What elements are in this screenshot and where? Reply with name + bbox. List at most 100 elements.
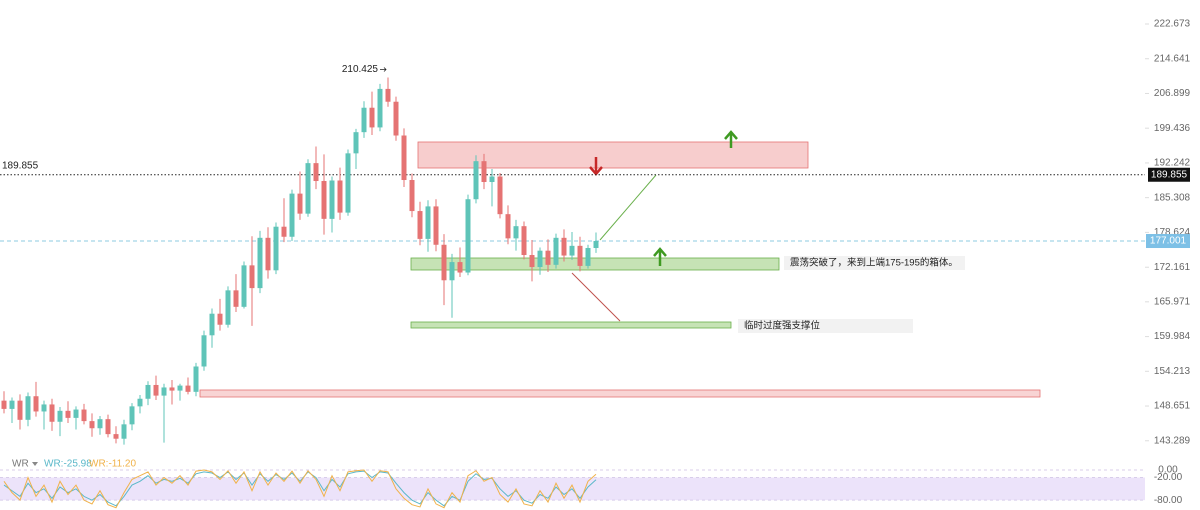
candle-body	[97, 419, 103, 429]
indicator-line	[3, 469, 597, 509]
candle-body	[153, 384, 159, 396]
candle-body	[1, 400, 7, 409]
candle-body	[577, 245, 583, 266]
candle-body	[425, 206, 431, 239]
candle-body	[393, 101, 399, 136]
candle-body	[257, 237, 263, 289]
candle-body	[417, 211, 423, 239]
candle-body	[329, 180, 335, 219]
annotation-bg	[784, 256, 965, 270]
candle-body	[313, 163, 319, 182]
candle-body	[593, 241, 599, 248]
candle-body	[201, 335, 207, 367]
candle-body	[297, 193, 303, 214]
trend-line	[599, 174, 657, 241]
annotation: 临时过度强支撑位	[744, 320, 821, 332]
candle-body	[457, 262, 463, 273]
candle-body	[473, 161, 479, 200]
candle-body	[217, 313, 223, 325]
candle-body	[89, 421, 95, 429]
candle-body	[233, 290, 239, 307]
candle-body	[41, 404, 47, 412]
candle-body	[369, 107, 375, 128]
candle-body	[81, 409, 87, 422]
candle-body	[57, 410, 63, 422]
last-price-tag-label: 177.001	[1150, 236, 1187, 247]
candle-body	[129, 406, 135, 425]
y-tick-label: 185.308	[1154, 192, 1191, 203]
candle-body	[529, 255, 535, 268]
y-tick-label: 178.624	[1154, 227, 1191, 238]
candle-body	[73, 409, 79, 418]
candle-body	[137, 398, 143, 407]
trend-line	[571, 272, 621, 322]
candle-body	[305, 163, 311, 214]
up-arrow	[724, 130, 738, 148]
y-tick-label: 165.971	[1154, 296, 1191, 307]
candle-body	[145, 384, 151, 399]
candle-body	[161, 387, 167, 396]
legend-entry: WR:-11.20	[89, 459, 136, 470]
candle-body	[377, 88, 383, 128]
annotation: 震荡突破了，来到上端175-195的箱体。	[790, 257, 958, 269]
marked-price-tag	[1148, 167, 1190, 182]
y-tick-label: 159.984	[1154, 331, 1191, 342]
candle-body	[553, 237, 559, 265]
last-price-tag	[1146, 234, 1190, 249]
candle-body	[321, 181, 327, 219]
candle-body	[169, 387, 175, 391]
y-tick-label: 199.436	[1154, 123, 1191, 134]
resistance-zone	[199, 389, 1041, 398]
candle-body	[273, 226, 279, 271]
y-tick-label: 154.213	[1154, 366, 1191, 377]
high-arrow	[380, 67, 387, 72]
box-bottom-zone	[410, 257, 780, 271]
candle-body	[193, 366, 199, 392]
candle-body	[537, 250, 543, 268]
candle-body	[337, 180, 343, 213]
candle-body	[265, 237, 271, 271]
candle-body	[401, 135, 407, 181]
candle-body	[481, 161, 487, 183]
candle-body	[433, 206, 439, 245]
candle-body	[289, 193, 295, 237]
dropdown-icon[interactable]	[32, 462, 38, 466]
candle-body	[497, 176, 503, 215]
y-tick-label: 192.242	[1154, 158, 1191, 169]
candle-body	[569, 245, 575, 256]
candle-body	[209, 313, 215, 336]
candle-body	[113, 434, 119, 439]
candle-body	[49, 404, 55, 422]
candle-body	[225, 290, 231, 325]
y-tick-label: 222.673	[1154, 19, 1191, 30]
annotation-bg	[738, 319, 913, 333]
candle-body	[545, 250, 551, 265]
candle-body	[345, 153, 351, 213]
candle-body	[513, 226, 519, 239]
candle-body	[185, 385, 191, 392]
y-tick-label: 143.289	[1154, 435, 1191, 446]
candle-body	[25, 396, 31, 420]
candle-body	[9, 400, 15, 409]
support-zone	[410, 321, 732, 329]
down-arrow	[589, 157, 603, 176]
candle-body	[361, 107, 367, 133]
up-arrow	[653, 247, 667, 266]
candle-body	[33, 396, 39, 412]
candle-body	[17, 400, 23, 420]
y-tick-label: 206.899	[1154, 88, 1191, 99]
candle-body	[489, 176, 495, 183]
candle-body	[281, 226, 287, 237]
candle-body	[585, 247, 591, 266]
y-tick-label: 148.651	[1154, 401, 1191, 412]
candle-body	[177, 385, 183, 391]
high-label: 210.425	[342, 64, 379, 75]
candle-body	[449, 262, 455, 281]
candle-body	[521, 226, 527, 256]
candle-body	[441, 244, 447, 281]
candle-body	[505, 214, 511, 239]
y-tick-label: 214.641	[1154, 53, 1191, 64]
candle-body	[105, 419, 111, 435]
